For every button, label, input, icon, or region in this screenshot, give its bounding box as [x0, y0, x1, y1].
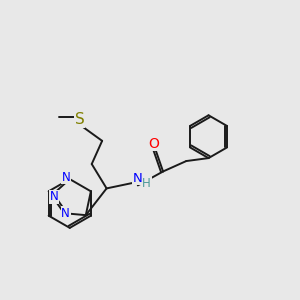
Text: N: N: [50, 190, 58, 203]
Text: O: O: [149, 136, 160, 151]
Text: H: H: [142, 177, 151, 190]
Text: S: S: [75, 112, 84, 127]
Text: N: N: [61, 207, 70, 220]
Text: N: N: [133, 172, 143, 185]
Text: N: N: [62, 170, 70, 184]
